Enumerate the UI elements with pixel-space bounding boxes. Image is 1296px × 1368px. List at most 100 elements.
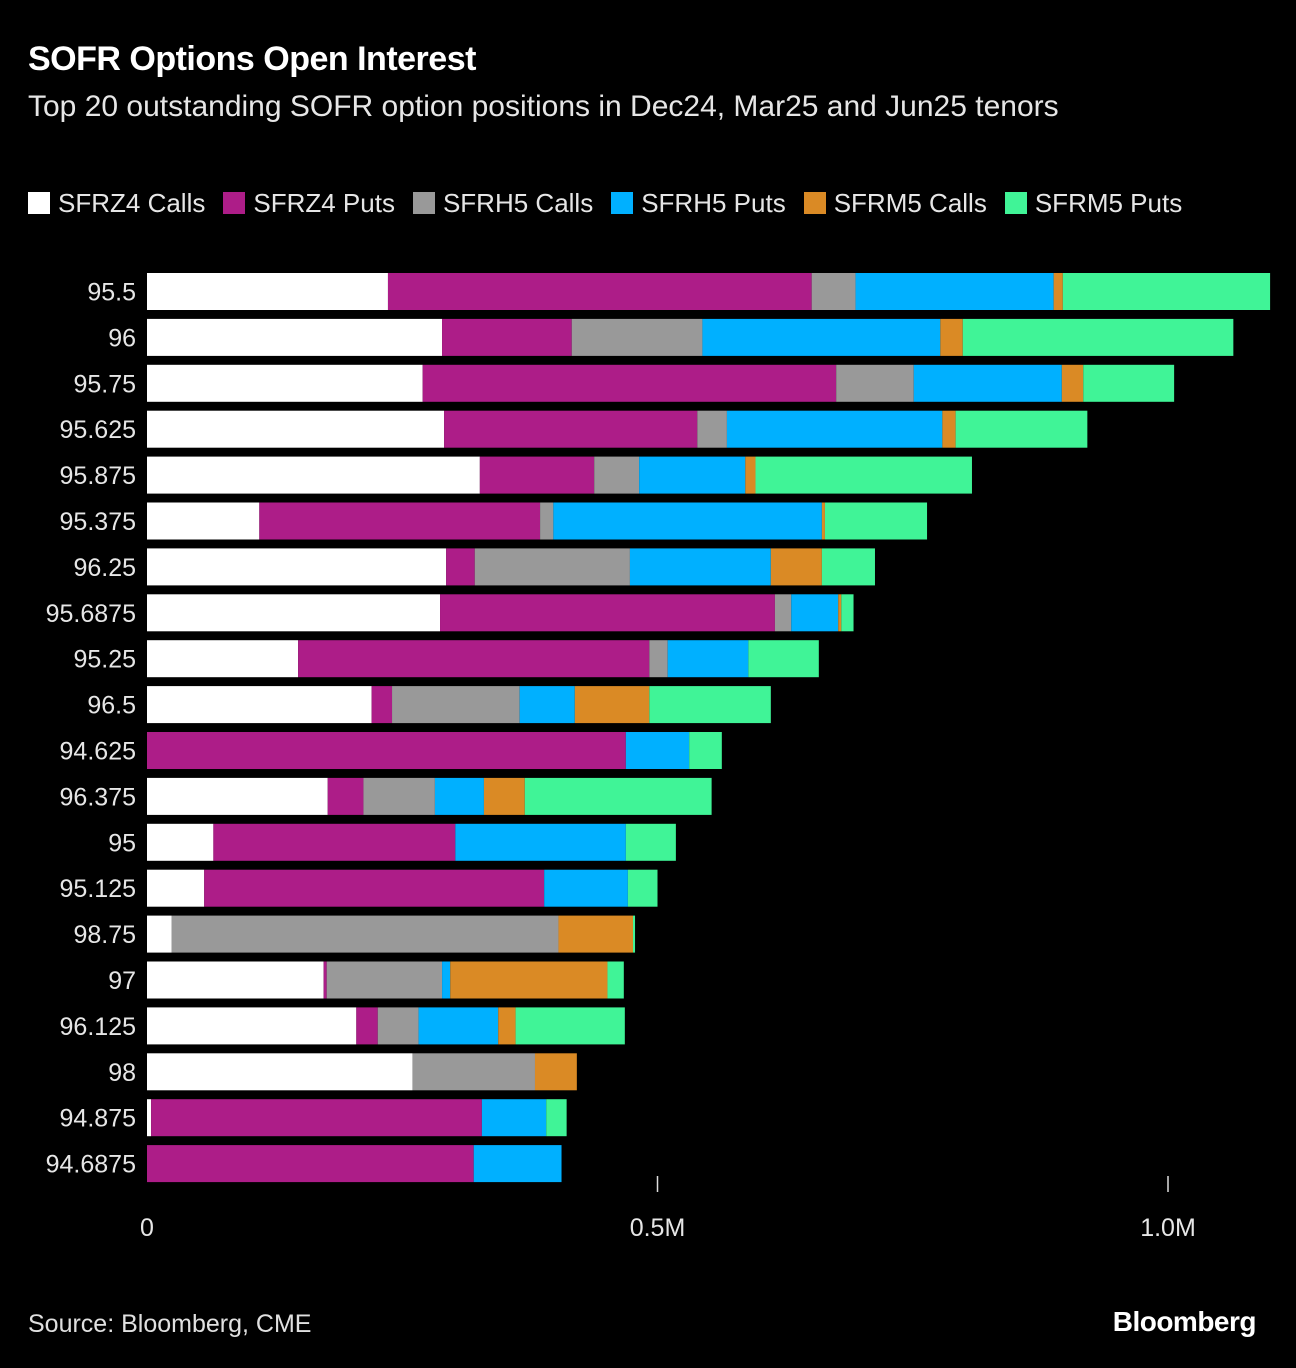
- bar-segment: [440, 594, 775, 632]
- bar-segment: [151, 1099, 482, 1137]
- bar-segment: [855, 273, 1054, 310]
- bar-segment: [519, 686, 575, 724]
- bar-segment: [371, 686, 393, 724]
- bar-segment: [955, 410, 1088, 448]
- bar-segment: [841, 594, 854, 632]
- y-tick-label: 95.5: [87, 279, 136, 307]
- bar-segment: [627, 869, 658, 907]
- y-tick-label: 95.625: [60, 416, 136, 444]
- bar-segment: [356, 1007, 378, 1045]
- bar-segment: [1061, 364, 1084, 402]
- bar-segment: [422, 364, 837, 402]
- bar-segment: [748, 640, 819, 678]
- bar-segment: [412, 1053, 535, 1091]
- bar-segment: [377, 1007, 419, 1045]
- legend-swatch: [1004, 192, 1027, 214]
- bar-segment: [697, 410, 727, 448]
- bar-segment: [392, 686, 520, 724]
- bar-segment: [544, 869, 628, 907]
- bar-segment: [824, 502, 928, 540]
- bar-segment: [836, 364, 914, 402]
- legend-label: SFRZ4 Puts: [253, 187, 395, 218]
- bar-segment: [387, 273, 812, 310]
- y-tick-label: 95.125: [60, 875, 136, 903]
- bar-segment: [450, 961, 608, 999]
- bar-segment: [481, 1099, 547, 1137]
- bar-segment: [632, 915, 636, 953]
- bar-segment: [942, 410, 956, 448]
- legend-label: SFRM5 Calls: [833, 187, 987, 218]
- bar-segment: [546, 1099, 567, 1137]
- legend-label: SFRM5 Puts: [1034, 187, 1183, 218]
- bar-segment: [444, 410, 698, 448]
- bar-segment: [1083, 364, 1175, 402]
- bar-segment: [446, 548, 475, 586]
- bar-segment: [811, 273, 856, 310]
- legend-swatch: [28, 192, 50, 214]
- bar-segment: [524, 777, 712, 815]
- bar-segment: [649, 640, 668, 678]
- bar-segment: [702, 318, 941, 356]
- legend-item: SFRM5 Calls: [803, 187, 987, 218]
- bar-segment: [726, 410, 943, 448]
- bar-segment: [147, 1007, 357, 1045]
- legend-swatch: [803, 192, 826, 214]
- y-tick-label: 98: [108, 1059, 136, 1087]
- bar-segment: [213, 823, 456, 861]
- bar-segment: [574, 686, 650, 724]
- y-tick-label: 97: [108, 967, 136, 995]
- bar-segment: [147, 823, 214, 861]
- bar-segment: [147, 1053, 413, 1091]
- chart-legend: SFRZ4 Calls SFRZ4 Puts SFRH5 Calls SFRH5 Pu…: [28, 188, 1228, 218]
- bar-segment: [498, 1007, 516, 1045]
- bar-segment: [625, 732, 690, 769]
- source-note: Source: Bloomberg, CME: [28, 1310, 312, 1338]
- legend-item: SFRZ4 Calls: [28, 188, 205, 218]
- bar-segment: [791, 594, 839, 632]
- legend-label: SFRH5 Puts: [641, 187, 786, 218]
- y-tick-label: 95.6875: [46, 600, 136, 628]
- y-tick-label: 96.25: [73, 554, 136, 582]
- y-tick-label: 94.875: [60, 1105, 136, 1133]
- y-tick-label: 98.75: [73, 921, 136, 949]
- chart-title: SOFR Options Open Interest: [28, 40, 476, 78]
- bar-segment: [838, 594, 842, 632]
- bar-segment: [442, 961, 451, 999]
- bar-segment: [323, 961, 327, 999]
- bar-segment: [204, 869, 545, 907]
- legend-item: SFRZ4 Puts: [223, 188, 395, 218]
- legend-label: SFRZ4 Calls: [58, 187, 206, 218]
- y-tick-label: 94.6875: [46, 1151, 136, 1179]
- bar-segment: [171, 915, 559, 953]
- y-tick-label: 95.875: [60, 462, 136, 490]
- bar-segment: [821, 502, 825, 540]
- bar-segment: [558, 915, 633, 953]
- bar-segment: [147, 456, 480, 494]
- bar-segment: [571, 318, 703, 356]
- bar-segment: [774, 594, 792, 632]
- bar-segment: [147, 869, 205, 907]
- bar-segment: [147, 410, 445, 448]
- bar-segment: [147, 1099, 152, 1137]
- bar-segment: [455, 823, 626, 861]
- bar-segment: [326, 961, 443, 999]
- bar-segment: [483, 777, 525, 815]
- y-tick-label: 94.625: [60, 738, 136, 766]
- y-tick-label: 95.75: [73, 370, 136, 398]
- bar-segment: [625, 823, 676, 861]
- bar-segment: [259, 502, 541, 540]
- y-tick-label: 96.125: [60, 1013, 136, 1041]
- legend-swatch: [223, 192, 246, 214]
- bar-segment: [147, 961, 324, 999]
- bar-segment: [515, 1007, 625, 1045]
- bar-segment: [147, 686, 372, 724]
- bar-segment: [147, 273, 388, 310]
- bar-segment: [534, 1053, 577, 1091]
- bar-segment: [473, 1145, 562, 1183]
- bar-segment: [667, 640, 749, 678]
- bar-segment: [474, 548, 630, 586]
- bar-segment: [147, 364, 423, 402]
- bar-segment: [1053, 273, 1063, 310]
- y-tick-label: 96.5: [87, 692, 136, 720]
